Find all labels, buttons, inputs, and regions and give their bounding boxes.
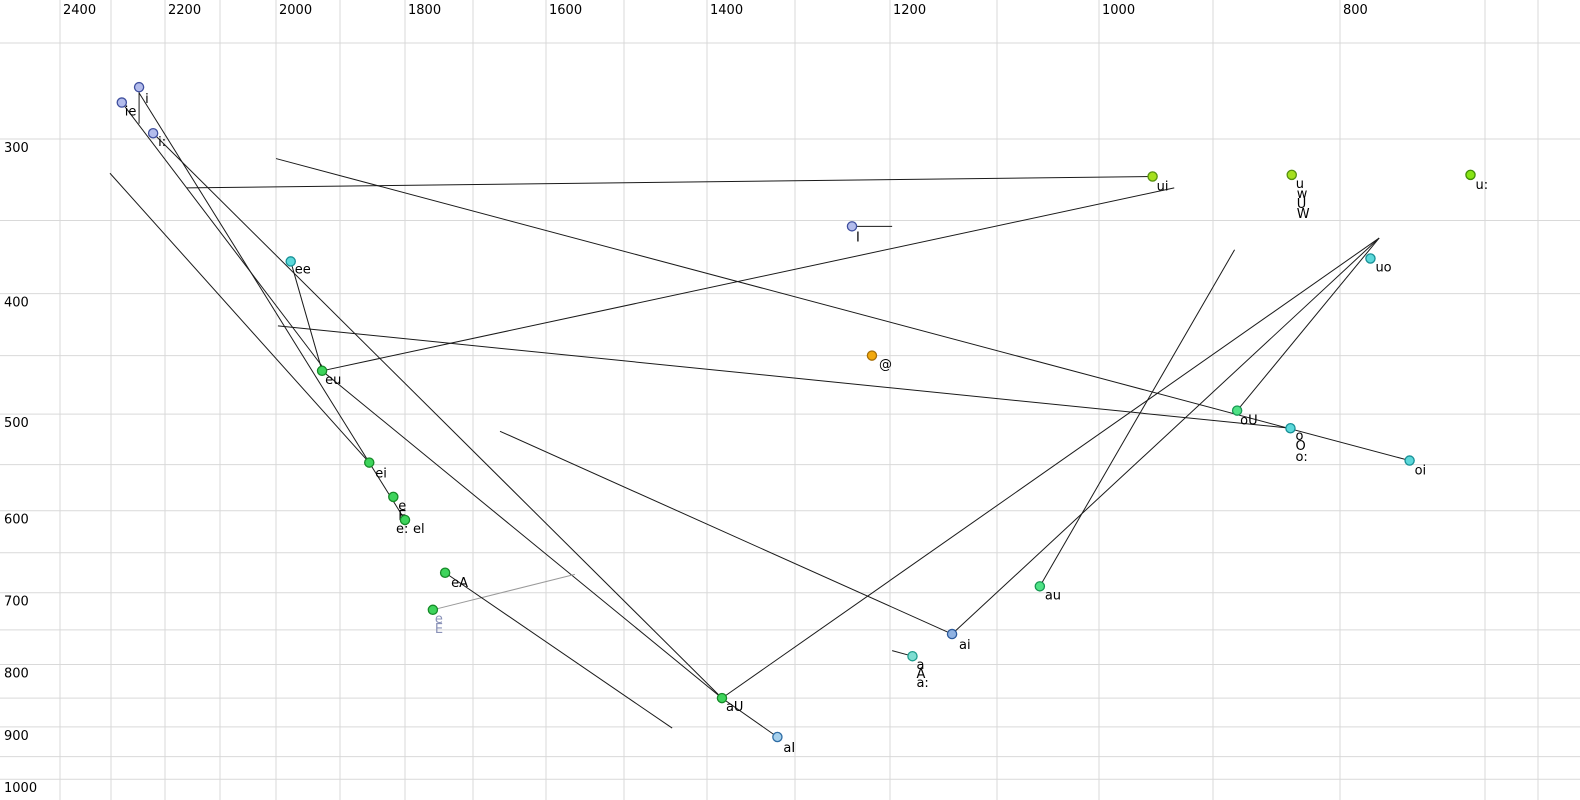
vowel-point-ei [363, 457, 375, 468]
x-tick-label-1000: 1000 [1102, 3, 1135, 18]
vowel-label-e-gray-0: e [435, 612, 443, 627]
trajectory-line-14 [1039, 249, 1236, 587]
trajectory-line-1 [121, 102, 323, 367]
vowel-point-I [846, 221, 858, 232]
vowel-label-u-0: u [1296, 177, 1304, 192]
trajectory-line-17 [444, 572, 673, 729]
vowel-label-u-3: W [1297, 207, 1310, 222]
y-tick-label-700: 700 [4, 595, 29, 610]
vowel-point-au [1034, 581, 1046, 592]
trajectory-line-4 [321, 187, 1175, 372]
vowel-label-aU-0: aU [726, 700, 743, 715]
vowel-label-uo-0: uo [1375, 261, 1391, 276]
vowel-point-ee [285, 256, 296, 267]
x-tick-label-1800: 1800 [408, 3, 441, 18]
vowel-label-o-0: o [1295, 429, 1303, 444]
trajectory-line-6 [186, 175, 1153, 189]
vowel-label-a-0: a [916, 658, 924, 673]
vowel-point-aU [716, 692, 728, 704]
vowel-label-u-1: w [1297, 187, 1308, 202]
trajectory-line-2 [138, 92, 406, 521]
vowel-label-e-0: e [398, 499, 406, 514]
vowel-label-u-long-0: u: [1476, 178, 1489, 193]
trajectory-line-7 [275, 158, 1410, 462]
vowel-label-a-2: a: [916, 676, 928, 691]
vowel-label-schwa-0: @ [879, 358, 892, 373]
y-tick-label-900: 900 [4, 729, 29, 744]
vowel-point-aI [772, 731, 783, 743]
vowel-label-u-2: U [1297, 197, 1307, 212]
vowel-point-oi [1404, 455, 1415, 466]
y-tick-label-400: 400 [4, 296, 29, 311]
vowel-label-o-2: o: [1295, 450, 1307, 465]
x-tick-label-800: 800 [1343, 3, 1368, 18]
vowel-point-ui [1147, 171, 1158, 182]
trajectory-line-5 [321, 370, 723, 699]
vowel-point-ai [946, 628, 958, 640]
trajectory-line-9 [152, 132, 723, 699]
vowel-label-aI-0: aI [783, 741, 795, 756]
vowel-point-u-long [1465, 169, 1476, 181]
vowel-point-oU [1231, 405, 1243, 416]
y-tick-label-300: 300 [4, 141, 29, 156]
vowel-label-i-0: i [145, 92, 149, 107]
vowel-label-i-long-0: i: [158, 135, 166, 150]
vowel-label-a-1: A [916, 667, 925, 682]
vowel-point-a [907, 650, 918, 662]
trajectory-line-8 [277, 325, 1291, 429]
trajectory-line-12 [951, 237, 1380, 635]
vowel-point-i [133, 81, 145, 93]
vowel-label-ee-0: ee [295, 262, 311, 277]
trajectory-line-11 [721, 237, 1380, 699]
trajectory-line-3 [290, 261, 323, 371]
vowel-point-schwa [866, 350, 878, 361]
x-tick-label-2000: 2000 [279, 3, 312, 18]
vowel-label-ie-0: ie [125, 105, 137, 120]
vowel-point-eA [439, 567, 451, 579]
vowel-point-e-long [399, 514, 411, 526]
y-tick-label-600: 600 [4, 513, 29, 528]
vowel-point-e [388, 491, 399, 503]
vowel-label-au-0: au [1045, 588, 1061, 603]
vowel-label-e-long-1: el [413, 522, 425, 537]
x-tick-label-1600: 1600 [549, 3, 582, 18]
vowel-label-ei-0: ei [375, 467, 387, 482]
trajectory-line-10 [721, 697, 778, 738]
vowel-point-uo [1365, 253, 1376, 264]
vowel-point-i-long [147, 127, 159, 139]
x-tick-label-2400: 2400 [63, 3, 96, 18]
trajectory-line-18 [109, 172, 370, 463]
trajectory-line-13 [1236, 237, 1380, 411]
x-tick-label-1200: 1200 [893, 3, 926, 18]
vowel-label-o-1: O [1295, 439, 1305, 454]
x-tick-label-1400: 1400 [710, 3, 743, 18]
vowel-label-ai-0: ai [959, 638, 971, 653]
vowel-label-e-long-0: e: [396, 522, 408, 537]
x-tick-label-2200: 2200 [168, 3, 201, 18]
vowel-label-I-0: I [856, 230, 860, 245]
vowel-label-eA-0: eA [451, 576, 468, 591]
vowel-point-o [1285, 422, 1296, 434]
y-tick-label-500: 500 [4, 416, 29, 431]
vowel-label-oU-0: oU [1240, 414, 1257, 429]
vowel-point-e-gray [427, 604, 439, 616]
vowel-label-oi-0: oi [1415, 464, 1427, 479]
vowel-point-u [1286, 169, 1297, 181]
vowel-point-ie [116, 97, 128, 108]
vowel-label-eu-0: eu [325, 373, 341, 388]
y-tick-label-800: 800 [4, 667, 29, 682]
vowel-label-e-gray-1: E [435, 622, 443, 637]
vowel-point-eu [316, 365, 328, 377]
trajectory-line-16 [432, 573, 575, 611]
trajectory-line-15 [499, 430, 953, 635]
vowel-label-ui-0: ui [1157, 179, 1169, 194]
y-tick-label-1000: 1000 [4, 781, 37, 796]
